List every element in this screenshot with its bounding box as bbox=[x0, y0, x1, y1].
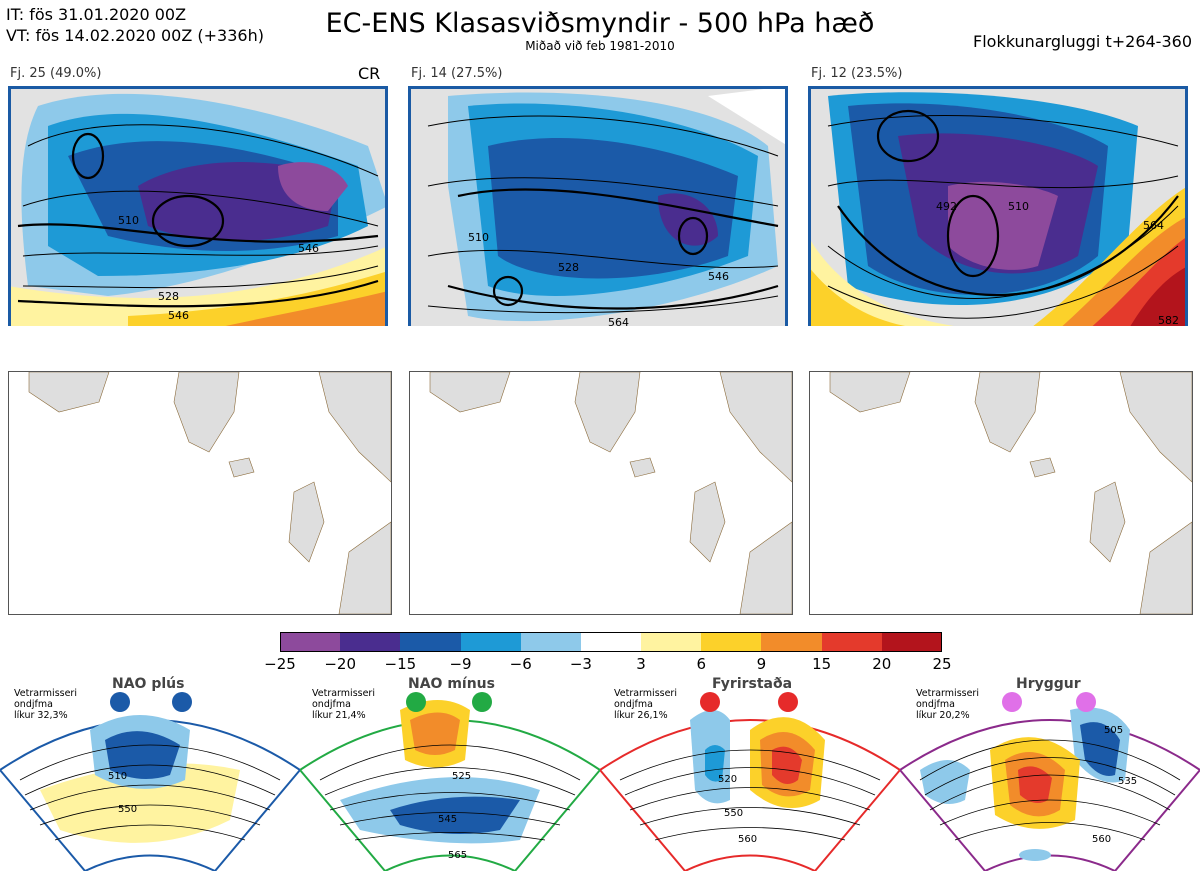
contour-label: 564 bbox=[608, 316, 629, 326]
cluster-3-map: 492 510 564 582 bbox=[808, 86, 1188, 326]
regime-nao-minus: 525 545 565 NAO mínus Vetrarmisseri ondj… bbox=[298, 676, 602, 873]
regime-info: Vetrarmisseri ondjfma líkur 20,2% bbox=[916, 688, 979, 721]
contour-label: 550 bbox=[118, 804, 137, 815]
base-map-2 bbox=[409, 371, 793, 615]
colorbar-segment bbox=[340, 632, 401, 652]
contour-label: 528 bbox=[558, 261, 579, 274]
colorbar-segment bbox=[280, 632, 341, 652]
colorbar-tick-label: −20 bbox=[324, 655, 356, 673]
colorbar-segment bbox=[520, 632, 582, 652]
init-time: IT: fös 31.01.2020 00Z bbox=[6, 5, 187, 24]
contour-label: 510 bbox=[1008, 200, 1029, 213]
cluster-2-map: 510 528 546 564 bbox=[408, 86, 788, 326]
contour-label: 505 bbox=[1104, 725, 1123, 736]
colorbar-tick-label: −25 bbox=[264, 655, 296, 673]
colorbar-tick-label: 20 bbox=[872, 655, 892, 673]
contour-label: 510 bbox=[468, 231, 489, 244]
colorbar-segment bbox=[641, 632, 702, 652]
regime-dot bbox=[700, 692, 720, 712]
contour-label: 546 bbox=[168, 309, 189, 322]
colorbar-tick-label: 25 bbox=[932, 655, 952, 673]
regime-ridge: 505 535 560 Hryggur Vetrarmisseri ondjfm… bbox=[898, 676, 1200, 873]
regime-name: Fyrirstaða bbox=[712, 676, 793, 692]
regime-dot bbox=[406, 692, 426, 712]
regime-dot bbox=[110, 692, 130, 712]
colorbar-segment bbox=[881, 632, 943, 652]
classification-window: Flokkunargluggi t+264-360 bbox=[973, 32, 1192, 51]
selected-frame bbox=[808, 86, 1188, 326]
regime-dot bbox=[472, 692, 492, 712]
colorbar-tick-label: 3 bbox=[636, 655, 646, 673]
page-title: EC-ENS Klasasviðsmyndir - 500 hPa hæð bbox=[325, 8, 875, 39]
contour-label: 545 bbox=[438, 814, 457, 825]
contour-label: 560 bbox=[1092, 834, 1111, 845]
contour-label: 582 bbox=[1158, 314, 1179, 326]
contour-label: 510 bbox=[108, 771, 127, 782]
regime-dot bbox=[1002, 692, 1022, 712]
header-times: IT: fös 31.01.2020 00Z VT: fös 14.02.202… bbox=[6, 4, 264, 46]
selected-frame bbox=[8, 86, 388, 326]
base-map-3 bbox=[809, 371, 1193, 615]
regime-info: Vetrarmisseri ondjfma líkur 21,4% bbox=[312, 688, 375, 721]
contour-label: 492 bbox=[936, 200, 957, 213]
colorbar-tick-label: −15 bbox=[384, 655, 417, 673]
regime-name: NAO mínus bbox=[408, 676, 495, 692]
regime-info: Vetrarmisseri ondjfma líkur 26,1% bbox=[614, 688, 677, 721]
contour-label: 520 bbox=[718, 774, 737, 785]
colorbar-segment bbox=[761, 632, 823, 652]
regime-dot bbox=[778, 692, 798, 712]
contour-label: 550 bbox=[724, 808, 743, 819]
page-subtitle: Miðað við feb 1981-2010 bbox=[525, 39, 675, 53]
regime-blocking: 520 550 560 Fyrirstaða Vetrarmisseri ond… bbox=[598, 676, 902, 873]
cluster-3-label: Fj. 12 (23.5%) bbox=[811, 66, 903, 81]
colorbar-segment bbox=[580, 632, 642, 652]
contour-label: 560 bbox=[738, 834, 757, 845]
contour-label: 546 bbox=[298, 242, 319, 255]
colorbar-segment bbox=[460, 632, 522, 652]
colorbar-segment bbox=[400, 632, 462, 652]
colorbar-segment bbox=[701, 632, 762, 652]
contour-label: 528 bbox=[158, 290, 179, 303]
cluster-1-tag: CR bbox=[358, 64, 381, 83]
colorbar-tick-label: −6 bbox=[509, 655, 532, 673]
regime-dot bbox=[1076, 692, 1096, 712]
contour-label: 525 bbox=[452, 771, 471, 782]
contour-label: 565 bbox=[448, 850, 467, 861]
colorbar-tick-label: −9 bbox=[449, 655, 472, 673]
colorbar-tick-label: −3 bbox=[569, 655, 592, 673]
contour-label: 510 bbox=[118, 214, 139, 227]
contour-label: 546 bbox=[708, 270, 729, 283]
selected-frame bbox=[408, 86, 788, 326]
regime-name: NAO plús bbox=[112, 676, 185, 692]
regime-name: Hryggur bbox=[1016, 676, 1081, 692]
base-map-1 bbox=[8, 371, 392, 615]
cluster-1-map: 528 546 510 546 bbox=[8, 86, 388, 326]
colorbar-tick-label: 9 bbox=[756, 655, 767, 673]
valid-time: VT: fös 14.02.2020 00Z (+336h) bbox=[6, 26, 264, 45]
colorbar-segment bbox=[821, 632, 883, 652]
regime-dot bbox=[172, 692, 192, 712]
colorbar-frame bbox=[280, 632, 942, 652]
colorbar-tick-label: 6 bbox=[696, 655, 707, 673]
contour-label: 564 bbox=[1143, 219, 1164, 232]
contour-label: 535 bbox=[1118, 776, 1137, 787]
regime-info: Vetrarmisseri ondjfma líkur 32,3% bbox=[14, 688, 77, 721]
cluster-2-label: Fj. 14 (27.5%) bbox=[411, 66, 503, 81]
colorbar-tick-label: 15 bbox=[812, 655, 832, 673]
cluster-1-label: Fj. 25 (49.0%) bbox=[10, 66, 102, 81]
regime-nao-plus: 510 550 NAO plús Vetrarmisseri ondjfma l… bbox=[0, 676, 302, 873]
